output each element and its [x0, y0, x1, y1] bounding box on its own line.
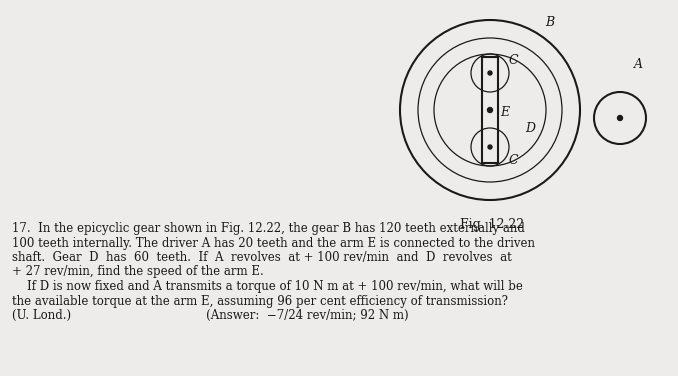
Text: C: C — [509, 53, 519, 67]
Text: shaft.  Gear  D  has  60  teeth.  If  A  revolves  at + 100 rev/min  and  D  rev: shaft. Gear D has 60 teeth. If A revolve… — [12, 251, 512, 264]
Text: E: E — [500, 106, 509, 118]
Text: B: B — [545, 15, 554, 29]
Text: If D is now fixed and A transmits a torque of 10 N m at + 100 rev/min, what will: If D is now fixed and A transmits a torq… — [12, 280, 523, 293]
Text: (U. Lond.)                                    (Answer:  −7/24 rev/min; 92 N m): (U. Lond.) (Answer: −7/24 rev/min; 92 N … — [12, 309, 409, 322]
Text: C: C — [509, 153, 519, 167]
Text: Fig. 12.22: Fig. 12.22 — [460, 218, 524, 231]
Text: + 27 rev/min, find the speed of the arm E.: + 27 rev/min, find the speed of the arm … — [12, 265, 264, 279]
Circle shape — [618, 115, 622, 120]
Circle shape — [487, 108, 492, 112]
Text: 100 teeth internally. The driver A has 20 teeth and the arm E is connected to th: 100 teeth internally. The driver A has 2… — [12, 237, 535, 250]
Text: the available torque at the arm E, assuming 96 per cent efficiency of transmissi: the available torque at the arm E, assum… — [12, 294, 508, 308]
Circle shape — [488, 71, 492, 75]
Text: 17.  In the epicyclic gear shown in Fig. 12.22, the gear B has 120 teeth externa: 17. In the epicyclic gear shown in Fig. … — [12, 222, 525, 235]
Text: A: A — [633, 59, 643, 71]
Text: D: D — [525, 121, 535, 135]
Circle shape — [488, 145, 492, 149]
